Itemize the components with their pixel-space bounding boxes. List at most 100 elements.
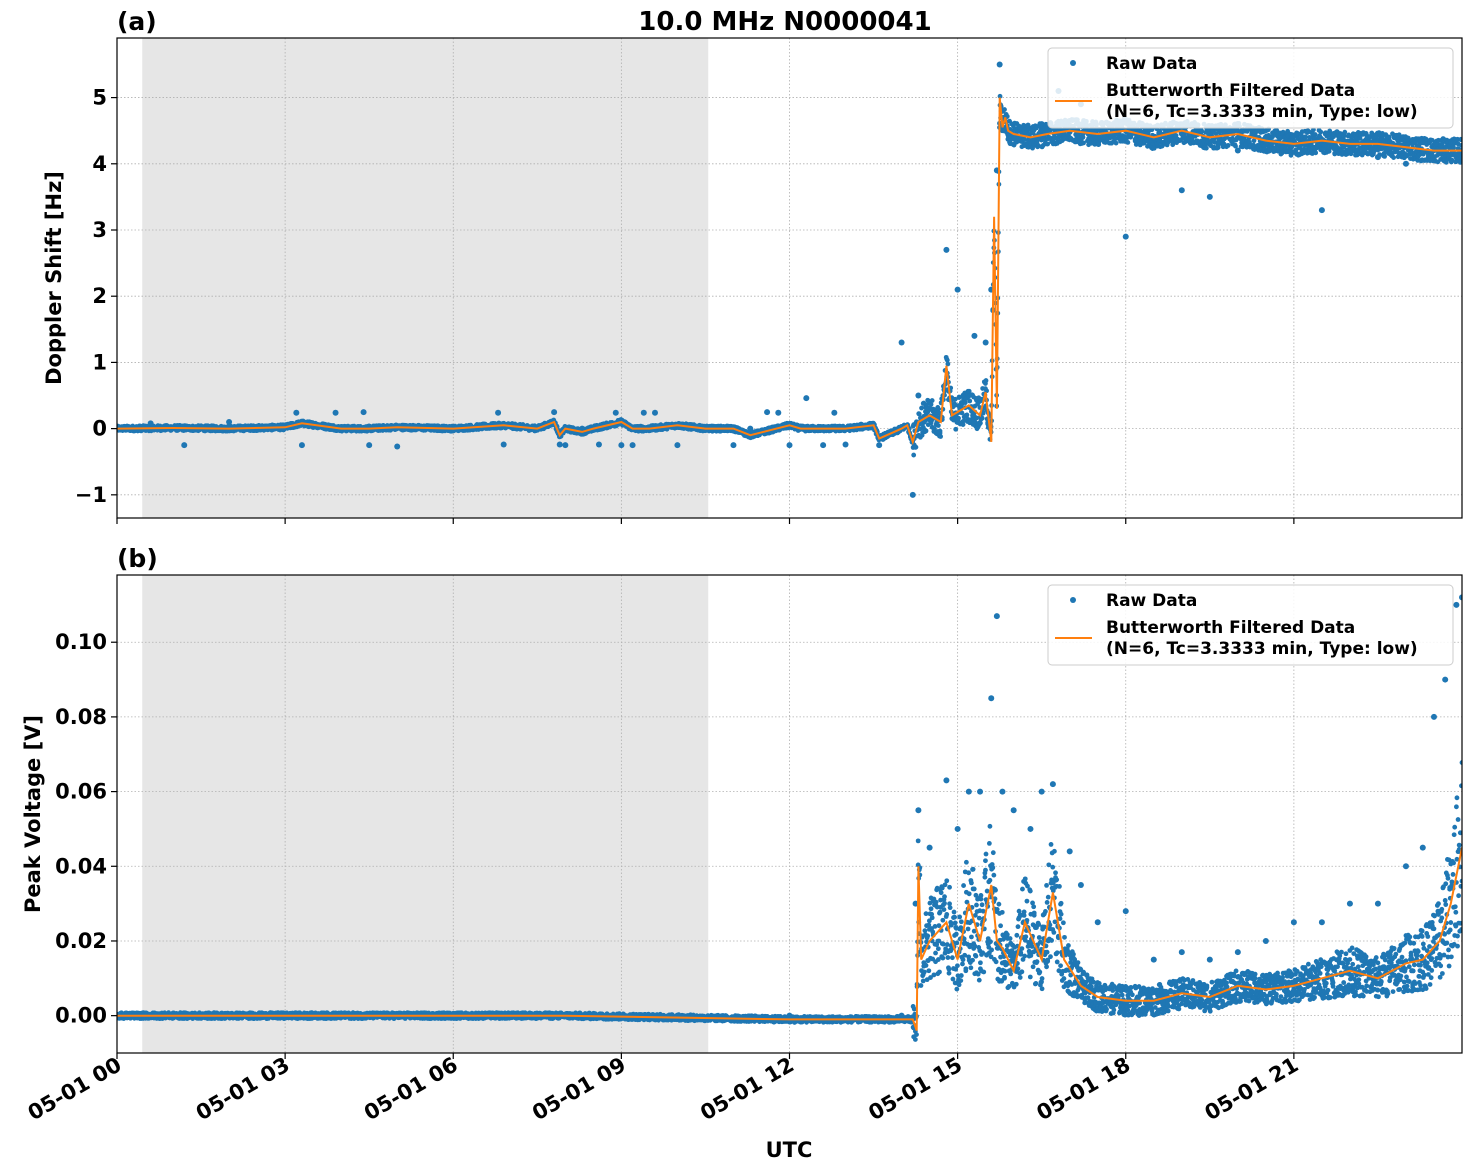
raw-point	[1311, 127, 1316, 133]
raw-data-point	[1038, 121, 1045, 128]
y-tick-label: 1	[92, 350, 107, 374]
raw-point	[1045, 141, 1051, 147]
legend-raw-marker	[1070, 60, 1076, 66]
raw-data-point	[579, 425, 586, 432]
raw-point	[944, 357, 950, 363]
raw-data-point	[640, 409, 647, 416]
raw-point	[980, 410, 986, 416]
raw-point	[1244, 144, 1250, 150]
raw-data-point	[996, 61, 1003, 68]
raw-data-point	[298, 442, 305, 449]
raw-data-point	[495, 409, 502, 416]
panel-label: (a)	[117, 7, 157, 36]
filtered-data-line	[117, 97, 1462, 446]
raw-data-point	[226, 419, 233, 425]
raw-data-point	[926, 405, 933, 412]
raw-data-point	[1374, 154, 1381, 161]
raw-data-point	[1459, 154, 1462, 161]
raw-point	[1293, 147, 1299, 153]
x-axis-label: UTC	[766, 1138, 813, 1162]
raw-data-point	[982, 339, 989, 346]
raw-data-point	[1402, 160, 1409, 167]
legend-filter-params: (N=6, Tc=3.3333 min, Type: low)	[1106, 102, 1418, 122]
raw-point	[956, 395, 962, 400]
raw-data-point	[556, 441, 563, 448]
raw-data-point	[1206, 193, 1213, 200]
raw-point	[964, 412, 970, 418]
raw-data-point	[915, 392, 922, 399]
raw-point	[1303, 134, 1308, 140]
raw-point	[1113, 140, 1119, 146]
raw-data-point	[1122, 233, 1129, 240]
y-tick-label: 4	[92, 152, 107, 176]
raw-point	[1341, 133, 1347, 139]
y-tick-label: 2	[92, 284, 107, 308]
raw-data-point	[831, 409, 838, 416]
legend-raw-label: Raw Data	[1106, 54, 1197, 74]
raw-point	[1312, 132, 1318, 137]
raw-point	[938, 434, 943, 439]
raw-data-point	[181, 442, 188, 449]
raw-point	[1225, 142, 1231, 148]
raw-data-point	[971, 332, 978, 339]
raw-point	[1459, 143, 1462, 148]
raw-data-point	[1094, 134, 1101, 141]
raw-point	[979, 415, 985, 421]
raw-point	[997, 93, 1003, 99]
raw-point	[1449, 157, 1455, 163]
night-shade-band	[142, 575, 709, 1053]
raw-point	[1199, 129, 1205, 134]
raw-point	[1382, 154, 1388, 159]
raw-point	[959, 410, 965, 416]
raw-data-point	[803, 395, 810, 402]
raw-point	[1022, 137, 1028, 142]
y-tick-label: −1	[75, 483, 107, 507]
raw-point	[1342, 129, 1348, 135]
raw-data-point	[360, 409, 367, 416]
raw-point	[1173, 133, 1179, 138]
raw-point	[935, 423, 941, 428]
raw-data-point	[775, 409, 782, 416]
raw-data-point	[747, 425, 754, 432]
raw-point	[1451, 145, 1456, 151]
raw-point	[913, 444, 919, 450]
raw-point	[1423, 136, 1429, 142]
raw-data-point	[332, 409, 339, 416]
raw-data-point	[551, 409, 558, 416]
raw-point	[916, 411, 922, 417]
plot-area	[117, 594, 1462, 1042]
raw-point	[967, 398, 973, 404]
raw-data-point	[618, 442, 625, 449]
raw-point	[953, 426, 959, 432]
raw-data-point	[595, 441, 602, 448]
raw-data-point	[943, 246, 950, 253]
raw-data-point	[674, 442, 681, 449]
raw-point	[1112, 136, 1118, 142]
raw-data-point	[764, 409, 771, 416]
raw-point	[923, 428, 929, 434]
raw-point	[952, 396, 958, 402]
raw-point	[1313, 150, 1319, 156]
raw-point	[956, 415, 961, 421]
y-tick-label: 0	[92, 417, 107, 441]
raw-point	[1318, 129, 1324, 135]
raw-data-point	[1346, 147, 1353, 154]
raw-point	[1391, 155, 1397, 160]
raw-data-point	[293, 409, 300, 416]
raw-data-point	[1430, 154, 1437, 161]
raw-point	[1096, 142, 1102, 147]
raw-data-point	[366, 442, 373, 449]
raw-data-point	[1318, 207, 1325, 214]
figure-title: 10.0 MHz N0000041	[638, 7, 931, 37]
plot-area	[117, 61, 1462, 498]
raw-data-point	[394, 443, 401, 450]
raw-data-point	[1178, 187, 1185, 194]
raw-data-point	[629, 442, 636, 449]
raw-point	[983, 378, 989, 383]
raw-data-point	[842, 441, 849, 448]
raw-point	[932, 426, 937, 432]
raw-point	[962, 400, 968, 406]
raw-data-point	[876, 442, 883, 449]
